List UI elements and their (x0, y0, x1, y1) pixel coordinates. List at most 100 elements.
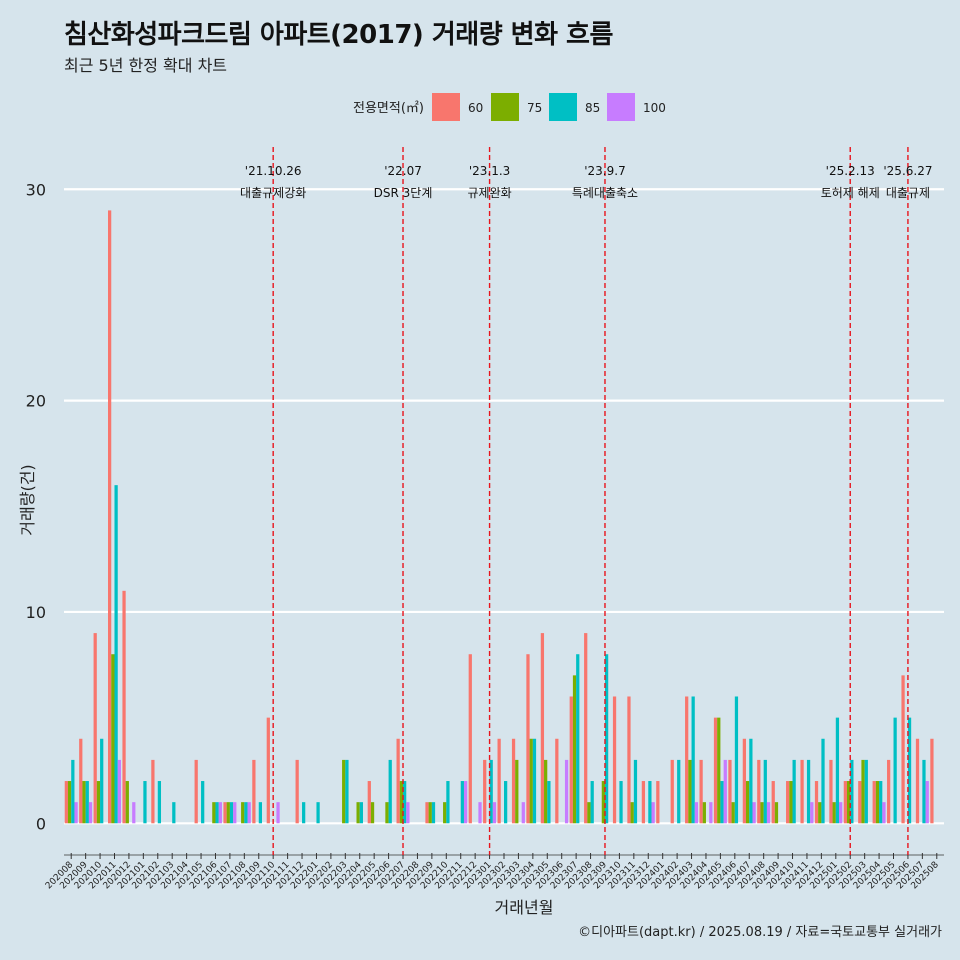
bar-202205-75 (370, 802, 375, 824)
bar-202310-85 (619, 781, 623, 824)
bar-202506-60 (901, 675, 905, 824)
bar-202301-60 (483, 759, 487, 824)
legend-swatch-100 (607, 93, 635, 121)
bar-202405-100 (723, 759, 727, 824)
bar-202209-60 (425, 802, 429, 824)
bar-202406-75 (731, 802, 735, 824)
y-tick-label: 30 (26, 180, 46, 199)
event-label: 특례대출축소 (572, 186, 638, 200)
bar-202207-60 (396, 738, 400, 824)
bar-202306-100 (564, 759, 569, 824)
event-label: 토허제 해제 (821, 186, 880, 200)
chart-title: 침산화성파크드림 아파트(2017) 거래량 변화 흐름 (64, 20, 613, 50)
bar-202501-85 (835, 717, 840, 824)
bar-202410-75 (789, 781, 793, 824)
bar-202012-75 (125, 781, 129, 824)
bar-202302-85 (504, 781, 508, 824)
bar-202311-60 (627, 696, 631, 824)
bar-202301-85 (489, 759, 493, 824)
bar-202501-100 (839, 802, 843, 824)
bar-202312-100 (651, 802, 655, 824)
y-tick-label: 10 (26, 603, 46, 622)
bar-202507-60 (915, 738, 920, 824)
bar-202311-85 (633, 759, 638, 824)
bar-202008-85 (71, 759, 75, 824)
bar-202211-85 (460, 781, 464, 824)
bar-202207-75 (399, 781, 404, 824)
bar-202501-75 (832, 802, 836, 824)
bar-202204-85 (359, 802, 363, 824)
y-axis-title: 거래량(건) (18, 464, 37, 535)
bar-202207-85 (403, 781, 407, 824)
event-label: 규제완화 (467, 186, 511, 200)
bar-202502-75 (846, 781, 851, 824)
bar-202302-60 (497, 738, 501, 824)
event-label: DSR 3단계 (374, 186, 433, 200)
bar-202403-100 (694, 802, 699, 824)
bar-202507-100 (925, 781, 929, 824)
bar-202012-60 (122, 590, 126, 824)
bar-202309-85 (604, 654, 609, 824)
bar-202303-75 (515, 759, 519, 824)
bar-202412-60 (814, 781, 819, 824)
bar-202301-100 (492, 802, 497, 824)
bar-202311-75 (630, 802, 634, 824)
bar-202410-60 (786, 781, 790, 824)
bar-202408-75 (760, 802, 764, 824)
bar-202107-100 (233, 802, 237, 824)
bar-202412-75 (818, 802, 822, 824)
bar-202503-85 (864, 759, 868, 824)
bar-202407-85 (749, 738, 753, 824)
bar-202009-85 (85, 781, 89, 824)
bar-202308-60 (584, 633, 588, 824)
bar-202110-100 (276, 802, 280, 824)
bar-202405-85 (720, 781, 724, 824)
bar-202307-85 (576, 654, 580, 824)
bar-202508-60 (930, 738, 934, 824)
bar-202304-85 (532, 738, 537, 824)
bar-202110-60 (266, 717, 270, 824)
legend-swatch-60 (432, 93, 460, 121)
legend-label-100: 100 (643, 101, 666, 115)
bar-202504-100 (882, 802, 886, 824)
bar-202107-60 (223, 802, 227, 824)
bar-202502-85 (850, 759, 854, 824)
bar-202106-75 (212, 802, 216, 824)
bar-202307-75 (572, 675, 577, 824)
chart-caption: ©디아파트(dapt.kr) / 2025.08.19 / 자료=국토교통부 실… (578, 925, 942, 940)
legend-label-75: 75 (527, 101, 542, 115)
bar-202210-75 (443, 802, 447, 824)
bar-202403-60 (685, 696, 689, 824)
bar-202402-60 (670, 759, 674, 824)
legend-label-85: 85 (585, 101, 600, 115)
bar-202312-60 (641, 781, 646, 824)
bar-202206-85 (388, 759, 392, 824)
bar-202106-85 (215, 802, 219, 824)
bar-202303-100 (521, 802, 525, 824)
bar-202310-60 (612, 696, 617, 824)
bar-202201-85 (316, 802, 320, 824)
bar-202503-60 (858, 781, 862, 824)
bar-202105-85 (201, 781, 205, 824)
bar-202308-85 (590, 781, 594, 824)
bar-202502-60 (843, 781, 847, 824)
bar-202209-85 (431, 802, 436, 824)
bar-202409-60 (771, 781, 775, 824)
bar-202011-100 (117, 759, 121, 824)
bar-202211-100 (463, 781, 468, 824)
bar-202011-75 (111, 654, 115, 824)
legend-swatch-85 (549, 93, 577, 121)
bar-202404-60 (699, 759, 703, 824)
bar-202212-100 (478, 802, 482, 824)
bar-202009-100 (88, 802, 93, 824)
event-label: 대출규제강화 (240, 186, 306, 200)
bar-202403-75 (688, 759, 692, 824)
bar-202204-75 (356, 802, 360, 824)
bar-202503-75 (861, 759, 865, 824)
bar-202109-60 (252, 759, 256, 824)
y-tick-label: 0 (36, 814, 46, 833)
bar-202102-60 (151, 759, 155, 824)
bar-202504-75 (875, 781, 880, 824)
